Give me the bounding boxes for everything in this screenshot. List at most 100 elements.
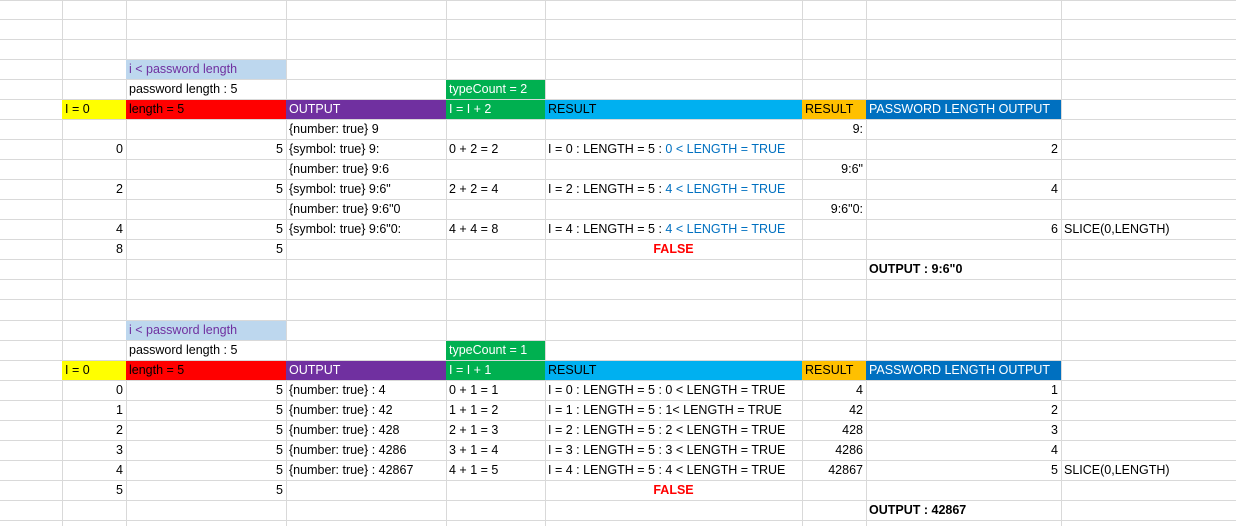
length-value-cell[interactable]: 5	[276, 443, 283, 457]
result2-cell[interactable]: 9:6"0:	[830, 202, 863, 216]
output-cell[interactable]: {number: true} : 4286	[289, 443, 407, 457]
grid-row-line	[0, 159, 1236, 160]
grid-row-line	[0, 179, 1236, 180]
result-cell[interactable]: I = 2 : LENGTH = 5 : 4 < LENGTH = TRUE	[545, 180, 802, 199]
loop-condition-cell[interactable]: i < password length	[126, 60, 286, 79]
false-result-cell[interactable]: FALSE	[653, 483, 694, 497]
pwlen-value-cell[interactable]: 3	[1051, 423, 1058, 437]
final-output-cell[interactable]: OUTPUT : 42867	[869, 503, 967, 517]
header-result-cell[interactable]: RESULT	[545, 361, 802, 380]
length-value-cell[interactable]: 5	[276, 463, 283, 477]
output-cell[interactable]: {number: true} : 4	[289, 383, 386, 397]
increment-cell[interactable]: 3 + 1 = 4	[449, 443, 499, 457]
password-length-cell[interactable]: password length : 5	[129, 82, 238, 96]
result-cell[interactable]: I = 2 : LENGTH = 5 : 2 < LENGTH = TRUE	[548, 423, 786, 437]
header-result-cell[interactable]: RESULT	[545, 100, 802, 119]
header-length-cell[interactable]: length = 5	[126, 361, 286, 380]
grid-row-line	[0, 279, 1236, 280]
header-pwlen-cell[interactable]: PASSWORD LENGTH OUTPUT	[866, 100, 1061, 119]
increment-cell[interactable]: 1 + 1 = 2	[449, 403, 499, 417]
increment-cell[interactable]: 2 + 1 = 3	[449, 423, 499, 437]
header-output-cell[interactable]: OUTPUT	[286, 361, 446, 380]
output-cell[interactable]: {number: true} : 42	[289, 403, 393, 417]
i-value-cell[interactable]: 4	[116, 463, 123, 477]
grid-row-line	[0, 400, 1236, 401]
i-value-cell[interactable]: 8	[116, 242, 123, 256]
output-cell[interactable]: {number: true} : 428	[289, 423, 400, 437]
pwlen-value-cell[interactable]: 2	[1051, 142, 1058, 156]
output-cell[interactable]: {number: true} : 42867	[289, 463, 414, 477]
header-increment-cell[interactable]: I = I + 2	[446, 100, 545, 119]
output-cell[interactable]: {symbol: true} 9:	[289, 142, 380, 156]
pwlen-value-cell[interactable]: 4	[1051, 182, 1058, 196]
false-result-cell[interactable]: FALSE	[653, 242, 694, 256]
increment-cell[interactable]: 0 + 1 = 1	[449, 383, 499, 397]
grid-row-line	[0, 320, 1236, 321]
i-value-cell[interactable]: 0	[116, 383, 123, 397]
output-cell[interactable]: {symbol: true} 9:6"0:	[289, 222, 402, 236]
result-cell[interactable]: I = 3 : LENGTH = 5 : 3 < LENGTH = TRUE	[548, 443, 786, 457]
result2-cell[interactable]: 42867	[828, 463, 863, 477]
result-cell[interactable]: I = 4 : LENGTH = 5 : 4 < LENGTH = TRUE	[545, 220, 802, 239]
output-cell[interactable]: {number: true} 9:6	[289, 162, 390, 176]
note-cell[interactable]: SLICE(0,LENGTH)	[1064, 463, 1170, 477]
length-value-cell[interactable]: 5	[276, 383, 283, 397]
length-value-cell[interactable]: 5	[276, 142, 283, 156]
grid-row-line	[0, 380, 1236, 381]
loop-condition-cell[interactable]: i < password length	[126, 321, 286, 340]
i-value-cell[interactable]: 2	[116, 182, 123, 196]
length-value-cell[interactable]: 5	[276, 222, 283, 236]
length-value-cell[interactable]: 5	[276, 423, 283, 437]
i-value-cell[interactable]: 4	[116, 222, 123, 236]
result2-cell[interactable]: 9:	[852, 122, 863, 136]
increment-cell[interactable]: 4 + 4 = 8	[449, 222, 499, 236]
header-result2-cell[interactable]: RESULT	[802, 361, 866, 380]
password-length-cell[interactable]: password length : 5	[129, 343, 238, 357]
result2-cell[interactable]: 9:6"	[841, 162, 863, 176]
grid-column-line	[802, 0, 803, 526]
increment-cell[interactable]: 4 + 1 = 5	[449, 463, 499, 477]
i-value-cell[interactable]: 1	[116, 403, 123, 417]
result2-cell[interactable]: 4286	[835, 443, 863, 457]
header-i-cell[interactable]: I = 0	[62, 100, 126, 119]
grid-row-line	[0, 239, 1236, 240]
header-pwlen-cell[interactable]: PASSWORD LENGTH OUTPUT	[866, 361, 1061, 380]
header-output-cell[interactable]: OUTPUT	[286, 100, 446, 119]
increment-cell[interactable]: 0 + 2 = 2	[449, 142, 499, 156]
header-i-cell[interactable]: I = 0	[62, 361, 126, 380]
final-output-cell[interactable]: OUTPUT : 9:6"0	[869, 262, 963, 276]
length-value-cell[interactable]: 5	[276, 403, 283, 417]
header-length-cell[interactable]: length = 5	[126, 100, 286, 119]
result-cell[interactable]: I = 0 : LENGTH = 5 : 0 < LENGTH = TRUE	[548, 383, 786, 397]
type-count-cell[interactable]: typeCount = 1	[446, 341, 545, 360]
length-value-cell[interactable]: 5	[276, 182, 283, 196]
grid-row-line	[0, 420, 1236, 421]
pwlen-value-cell[interactable]: 6	[1051, 222, 1058, 236]
increment-cell[interactable]: 2 + 2 = 4	[449, 182, 499, 196]
type-count-cell[interactable]: typeCount = 2	[446, 80, 545, 99]
pwlen-value-cell[interactable]: 1	[1051, 383, 1058, 397]
output-cell[interactable]: {number: true} 9:6"0	[289, 202, 401, 216]
i-value-cell[interactable]: 0	[116, 142, 123, 156]
pwlen-value-cell[interactable]: 2	[1051, 403, 1058, 417]
result2-cell[interactable]: 428	[842, 423, 863, 437]
result2-cell[interactable]: 4	[856, 383, 863, 397]
result-cell[interactable]: I = 0 : LENGTH = 5 : 0 < LENGTH = TRUE	[545, 140, 802, 159]
pwlen-value-cell[interactable]: 4	[1051, 443, 1058, 457]
result-cell[interactable]: I = 1 : LENGTH = 5 : 1< LENGTH = TRUE	[548, 403, 782, 417]
i-value-cell[interactable]: 3	[116, 443, 123, 457]
result2-cell[interactable]: 42	[849, 403, 863, 417]
grid-row-line	[0, 460, 1236, 461]
i-value-cell[interactable]: 5	[116, 483, 123, 497]
length-value-cell[interactable]: 5	[276, 242, 283, 256]
output-cell[interactable]: {symbol: true} 9:6"	[289, 182, 391, 196]
header-increment-cell[interactable]: I = I + 1	[446, 361, 545, 380]
output-cell[interactable]: {number: true} 9	[289, 122, 379, 136]
i-value-cell[interactable]: 2	[116, 423, 123, 437]
note-cell[interactable]: SLICE(0,LENGTH)	[1064, 222, 1170, 236]
header-result2-cell[interactable]: RESULT	[802, 100, 866, 119]
length-value-cell[interactable]: 5	[276, 483, 283, 497]
result-cell[interactable]: I = 4 : LENGTH = 5 : 4 < LENGTH = TRUE	[548, 463, 786, 477]
pwlen-value-cell[interactable]: 5	[1051, 463, 1058, 477]
